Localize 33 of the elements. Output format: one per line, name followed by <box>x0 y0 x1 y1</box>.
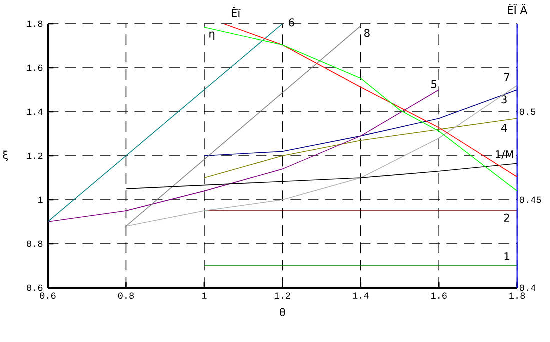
y2-tick-label: 0.4 <box>520 284 536 292</box>
series-label: 1/M <box>496 150 514 160</box>
x-tick-label: 1.8 <box>510 292 526 300</box>
y2-tick-label: 0.5 <box>520 108 536 116</box>
x-tick-label: 1.2 <box>274 292 290 299</box>
series-label: 1 <box>504 252 510 260</box>
line-series <box>204 118 518 178</box>
series-label: 8 <box>364 29 370 38</box>
series-label: 2 <box>504 214 510 222</box>
y-tick-label: 1.4 <box>27 108 43 116</box>
y2-axis-title: ÊÏ Ä <box>508 4 528 14</box>
x-tick-label: 1.4 <box>353 292 369 299</box>
y-tick-label: 1.6 <box>27 64 43 72</box>
y-tick-label: 1.8 <box>27 20 43 28</box>
line-series <box>48 90 440 222</box>
y-tick-label: 0.6 <box>27 284 43 292</box>
y-tick-label: 1.2 <box>27 152 43 160</box>
series-label: Êï <box>232 7 241 18</box>
x-axis-title: θ <box>280 308 286 316</box>
x-tick-label: 0.8 <box>118 292 134 300</box>
x-tick-label: 0.6 <box>40 292 56 300</box>
series-label: 3 <box>502 96 507 104</box>
y-tick-label: 1 <box>38 196 43 204</box>
y-tick-label: 0.8 <box>27 240 43 248</box>
y-axis-title: ξ <box>3 150 8 162</box>
series-label: 5 <box>432 80 437 88</box>
line-series <box>204 27 518 192</box>
x-tick-label: 1 <box>202 292 207 299</box>
x-tick-label: 1.6 <box>431 292 447 300</box>
series-label: 7 <box>504 74 510 82</box>
series-label: 4 <box>501 124 508 132</box>
series-label: η <box>210 32 215 40</box>
y2-tick-label: 0.45 <box>520 196 542 204</box>
